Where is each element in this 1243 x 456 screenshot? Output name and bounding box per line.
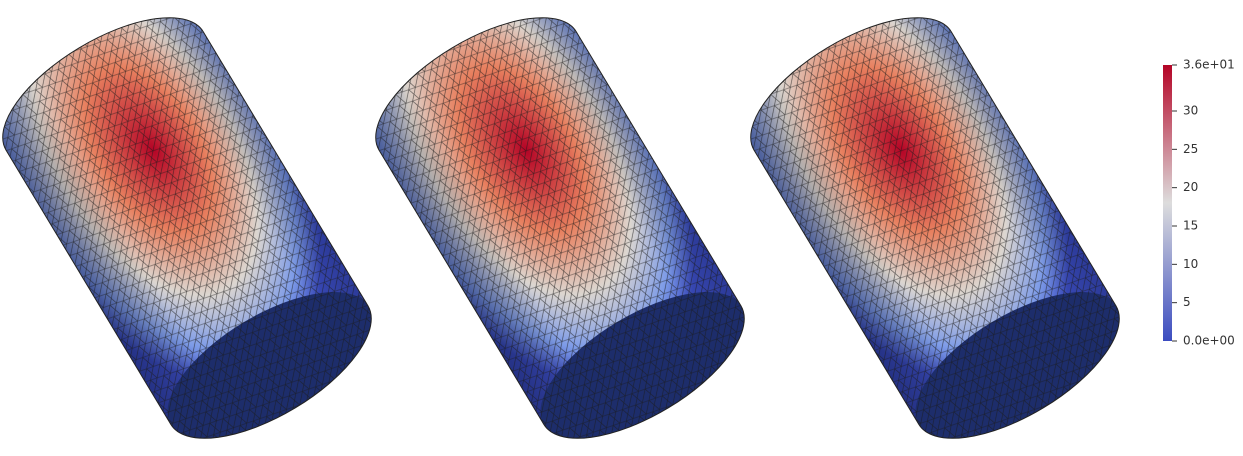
mesh-cylinder bbox=[353, 0, 766, 456]
tick-label: 3.6e+01 bbox=[1183, 58, 1235, 72]
tick-label: 30 bbox=[1183, 104, 1198, 118]
tick-label: 0.0e+00 bbox=[1183, 334, 1235, 348]
tick-label: 5 bbox=[1183, 295, 1191, 309]
tick-label: 15 bbox=[1183, 219, 1198, 233]
mesh-cylinder bbox=[0, 0, 394, 456]
mesh-cylinder bbox=[728, 0, 1141, 456]
visualization: 0.0e+00 5 10 15 20 25 30 3.6e+01 bbox=[0, 0, 1243, 456]
page: 0.0e+00510152025303.6e+01 (() => { const… bbox=[0, 0, 1243, 456]
color-bar bbox=[1163, 65, 1172, 341]
tick-label: 20 bbox=[1183, 180, 1198, 194]
tick-label: 25 bbox=[1183, 142, 1198, 156]
tick-label: 10 bbox=[1183, 257, 1198, 271]
